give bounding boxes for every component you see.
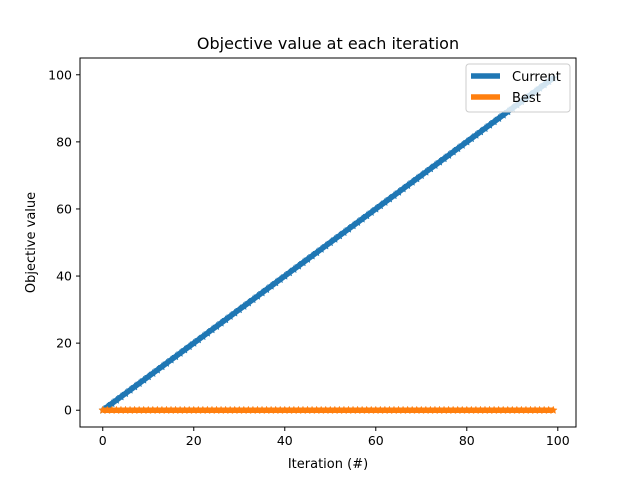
x-tick-label: 80 — [459, 433, 475, 448]
chart-title: Objective value at each iteration — [197, 34, 459, 53]
x-tick-label: 100 — [546, 433, 570, 448]
y-tick-label: 60 — [56, 201, 72, 216]
y-tick-label: 100 — [48, 67, 72, 82]
x-axis-label: Iteration (#) — [288, 457, 368, 472]
series-layer — [98, 73, 558, 414]
x-tick-label: 40 — [277, 433, 293, 448]
x-tick-label: 20 — [186, 433, 202, 448]
x-tick-label: 0 — [99, 433, 107, 448]
y-tick-label: 40 — [56, 269, 72, 284]
y-tick-label: 0 — [64, 403, 72, 418]
legend-label-best: Best — [512, 91, 541, 106]
x-axis-ticks: 0 20 40 60 80 100 — [99, 427, 570, 448]
y-axis-ticks: 0 20 40 60 80 100 — [48, 67, 80, 418]
legend: Current Best — [465, 63, 571, 113]
y-tick-label: 80 — [56, 134, 72, 149]
y-axis-label: Objective value — [24, 192, 39, 293]
y-tick-label: 20 — [56, 336, 72, 351]
series-line-current — [101, 75, 555, 413]
x-tick-label: 60 — [368, 433, 384, 448]
axes-frame — [79, 57, 577, 428]
legend-label-current: Current — [512, 70, 561, 85]
data-point-best — [548, 405, 558, 414]
